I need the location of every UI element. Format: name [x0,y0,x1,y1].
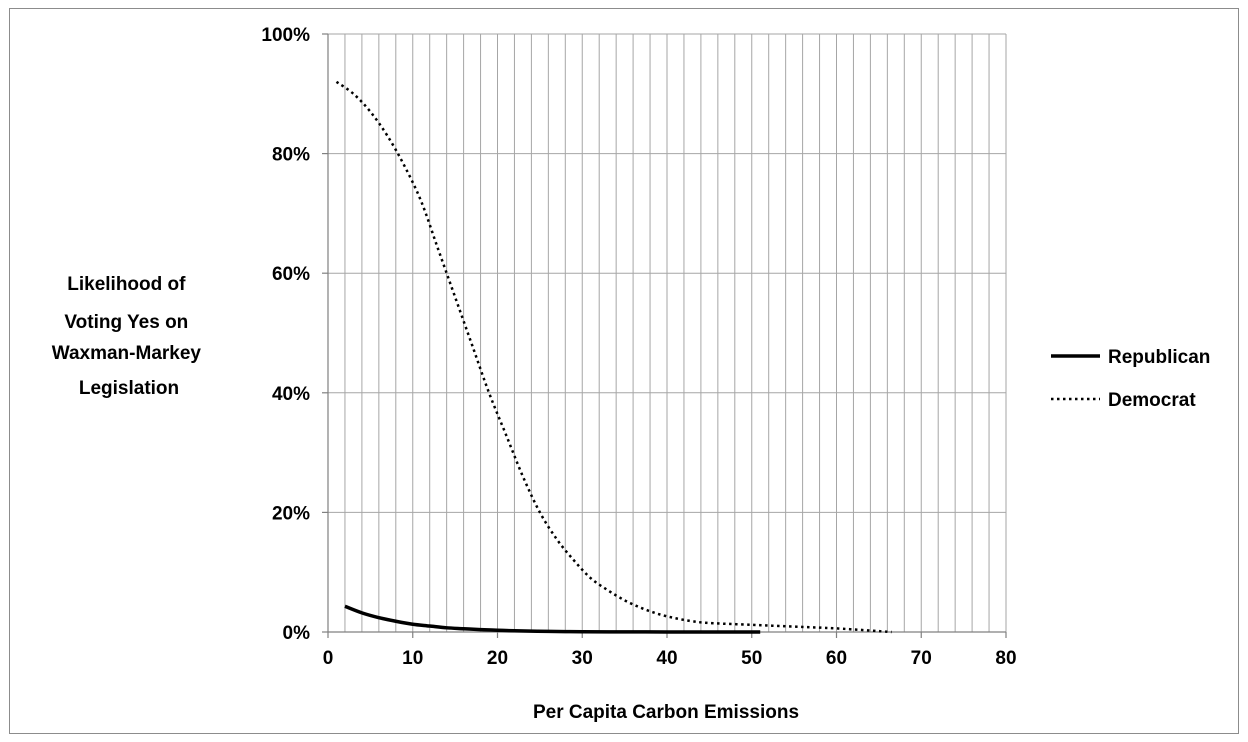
y-tick-label: 20% [272,503,310,524]
legend-label-democrat: Democrat [1108,390,1196,411]
series-line-democrat [335,80,892,634]
x-tick-label: 10 [402,648,423,669]
x-tick-label: 70 [911,648,932,669]
x-tick-label: 20 [487,648,508,669]
y-tick-label: 40% [272,384,310,405]
y-axis-title-line-3: Waxman-Markey [52,343,202,364]
series-line-republican [344,604,761,634]
chart-frame [9,8,1239,734]
y-tick-label: 60% [272,264,310,285]
grid [328,33,1007,632]
x-tick-labels: 0 10 20 30 40 50 60 70 80 [323,648,1017,669]
x-tick-label: 0 [323,648,334,669]
y-tick-label: 80% [272,145,310,166]
x-tick-label: 80 [995,648,1016,669]
legend: Republican Democrat [1051,347,1210,411]
y-axis-title-line-1: Likelihood of [67,274,186,295]
y-axis-title-line-4: Legislation [79,378,179,399]
x-tick-label: 50 [741,648,762,669]
axes [322,33,1007,638]
y-axis-title-line-2: Voting Yes on [64,312,188,333]
x-tick-label: 40 [656,648,677,669]
y-tick-labels: 0% 20% 40% 60% 80% 100% [261,25,310,644]
y-tick-label: 100% [261,25,310,46]
x-tick-label: 30 [572,648,593,669]
y-axis-title: Likelihood of Voting Yes on Waxman-Marke… [52,274,207,399]
x-tick-label: 60 [826,648,847,669]
legend-label-republican: Republican [1108,347,1210,368]
y-tick-label: 0% [283,623,311,644]
x-axis-title: Per Capita Carbon Emissions [533,702,799,723]
series-lines [335,80,892,634]
